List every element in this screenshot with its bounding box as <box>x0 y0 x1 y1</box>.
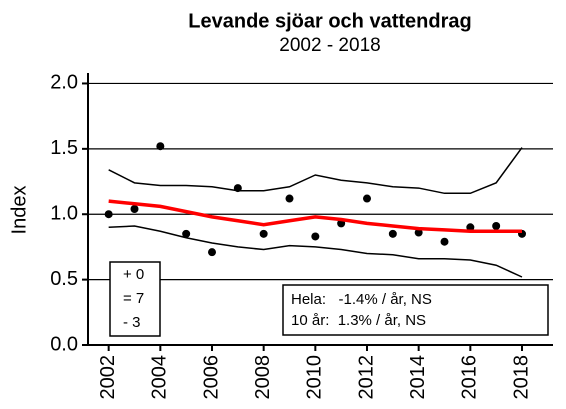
x-tick-label: 2010 <box>304 355 326 400</box>
confidence-band <box>108 147 523 195</box>
data-point <box>259 229 268 238</box>
data-point <box>440 237 449 246</box>
data-point <box>414 228 423 237</box>
x-tick-label: 2014 <box>407 355 429 400</box>
y-tick-label: 0.0 <box>50 333 78 355</box>
data-point <box>363 194 371 203</box>
trend-label: Hela: -1.4% / år, NS <box>291 291 432 308</box>
x-tick-label: 2016 <box>459 355 481 400</box>
x-tick-label: 2004 <box>149 355 171 400</box>
confidence-band <box>108 225 523 278</box>
y-tick-label: 1.0 <box>50 203 78 225</box>
data-point <box>388 229 397 238</box>
y-tick-label: 0.5 <box>50 268 78 290</box>
x-tick-label: 2018 <box>510 355 532 400</box>
trend-line <box>108 199 522 233</box>
count-box <box>109 261 161 337</box>
count-label: - 3 <box>123 314 141 331</box>
y-axis-label: Index <box>8 186 30 235</box>
y-tick-label: 1.5 <box>50 137 78 159</box>
x-tick-label: 2008 <box>252 355 274 400</box>
x-tick-label: 2006 <box>200 355 222 400</box>
data-point <box>182 229 191 238</box>
x-tick-label: 2012 <box>355 355 377 400</box>
data-point <box>311 232 320 241</box>
y-tick-label: 2.0 <box>50 72 78 94</box>
trend-box <box>282 284 549 336</box>
count-label: + 0 <box>123 266 144 283</box>
data-point <box>104 210 113 219</box>
data-point <box>130 205 139 213</box>
chart-subtitle: 2002 - 2018 <box>279 35 380 56</box>
data-point <box>492 222 501 230</box>
x-tick-label: 2002 <box>97 355 119 400</box>
trend-label: 10 år: 1.3% / år, NS <box>291 312 426 329</box>
chart-title: Levande sjöar och vattendrag <box>188 10 471 32</box>
data-point <box>156 142 165 151</box>
count-label: = 7 <box>123 290 144 307</box>
data-point <box>208 248 216 257</box>
data-point <box>466 223 475 232</box>
data-point <box>285 194 294 203</box>
